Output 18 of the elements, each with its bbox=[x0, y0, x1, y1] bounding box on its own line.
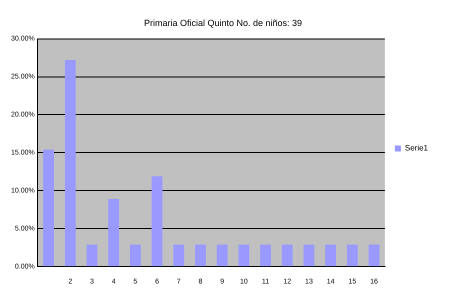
chart-title: Primaria Oficial Quinto No. de niños: 39 bbox=[144, 18, 302, 28]
bar bbox=[304, 244, 314, 266]
bar bbox=[325, 244, 336, 266]
bar bbox=[86, 244, 98, 266]
bar bbox=[108, 199, 120, 266]
bar bbox=[282, 244, 293, 266]
bar bbox=[346, 244, 358, 266]
bar bbox=[216, 244, 228, 266]
bar bbox=[64, 60, 76, 266]
bar bbox=[195, 244, 206, 266]
bar bbox=[260, 244, 271, 266]
bar bbox=[173, 244, 184, 266]
bar bbox=[152, 176, 162, 266]
bar bbox=[368, 244, 380, 266]
legend-label: Serie1 bbox=[404, 144, 429, 153]
bar bbox=[43, 150, 54, 266]
bar bbox=[238, 244, 250, 266]
bar bbox=[130, 244, 141, 266]
